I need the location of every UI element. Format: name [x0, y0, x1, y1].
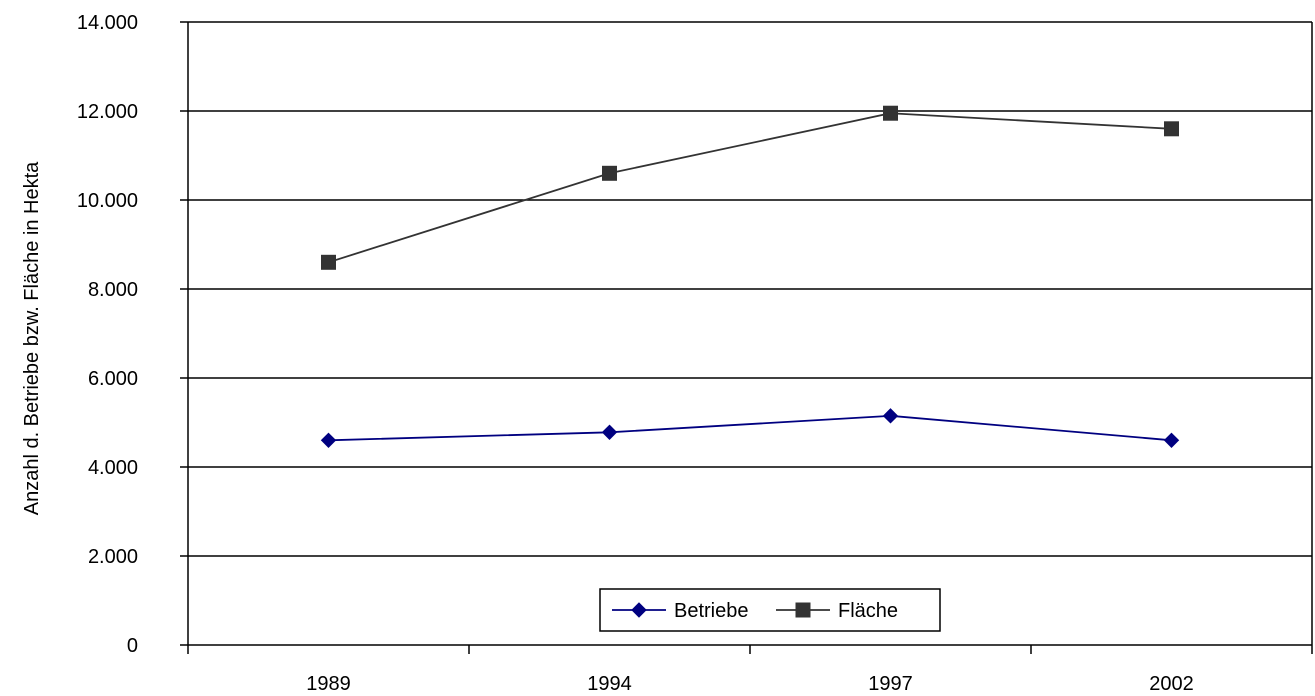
y-tick-label: 14.000: [77, 12, 138, 34]
y-tick-label: 6.000: [88, 368, 138, 390]
series-fläche: [321, 105, 1179, 270]
y-tick-label: 2.000: [88, 546, 138, 568]
series-betriebe: [320, 408, 1180, 449]
legend: Betriebe Fläche: [599, 588, 941, 632]
y-tick-label: 0: [127, 635, 138, 657]
data-point: [882, 408, 899, 424]
legend-swatch-marker: [795, 602, 811, 618]
x-tick-labels: 1989 1994 1997 2002: [306, 673, 1194, 695]
x-tick-label: 1994: [587, 673, 632, 695]
data-point: [320, 432, 337, 449]
data-point: [602, 165, 617, 181]
legend-swatch-marker: [631, 602, 647, 618]
series-line: [328, 414, 1172, 442]
axes: [180, 21, 1313, 654]
x-tick-label: 1997: [868, 673, 913, 695]
data-point: [1164, 121, 1179, 137]
y-tick-label: 10.000: [77, 190, 138, 212]
series: [320, 105, 1180, 449]
legend-item: Betriebe: [612, 600, 749, 622]
legend-label: Fläche: [838, 600, 898, 622]
legend-item: Fläche: [776, 600, 898, 622]
y-tick-labels: 0 2.000 4.000 6.000 8.000 10.000 12.000 14.000: [77, 12, 138, 657]
y-tick-label: 12.000: [77, 101, 138, 123]
x-tick-label: 2002: [1149, 673, 1194, 695]
data-point: [883, 105, 898, 121]
x-tick-label: 1989: [306, 673, 351, 695]
y-tick-label: 4.000: [88, 457, 138, 479]
legend-label: Betriebe: [674, 600, 749, 622]
data-point: [321, 254, 336, 270]
data-point: [601, 424, 618, 440]
data-point: [1163, 432, 1180, 449]
series-line: [328, 112, 1172, 264]
y-axis-title: Anzahl d. Betriebe bzw. Fläche in Hekta: [21, 161, 43, 515]
y-tick-label: 8.000: [88, 279, 138, 301]
gridlines: [188, 21, 1312, 557]
